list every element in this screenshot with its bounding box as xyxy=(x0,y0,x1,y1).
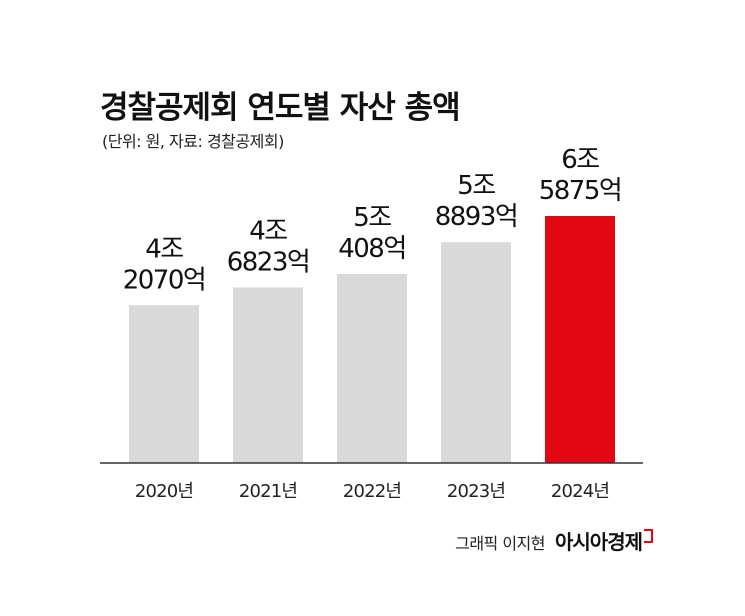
data-label-line1: 5조 xyxy=(457,171,495,201)
graphic-credit: 그래픽 이지현 xyxy=(455,534,545,553)
bar-2021년 xyxy=(233,287,303,463)
credit-line: 그래픽 이지현 아시아경제 xyxy=(455,526,653,555)
x-tick-label: 2023년 xyxy=(447,481,505,502)
brand-logo: 아시아경제 xyxy=(555,526,653,555)
chart-title: 경찰공제회 연도별 자산 총액 xyxy=(100,90,461,126)
x-tick-label: 2024년 xyxy=(551,481,609,502)
data-label-line2: 2070억 xyxy=(123,265,206,295)
x-tick-label: 2020년 xyxy=(135,481,193,502)
data-label-line1: 4조 xyxy=(249,216,287,246)
brand-name: 아시아경제 xyxy=(555,530,643,554)
data-label-line2: 6823억 xyxy=(227,247,310,277)
bar-2024년 xyxy=(545,216,615,463)
x-tick-label: 2021년 xyxy=(239,481,297,502)
bar-2020년 xyxy=(129,305,199,463)
bar-2022년 xyxy=(337,273,407,463)
chart-subtitle: (단위: 원, 자료: 경찰공제회) xyxy=(102,132,284,151)
data-label-line2: 8893억 xyxy=(435,202,518,232)
x-tick-label: 2022년 xyxy=(343,481,401,502)
data-label-line1: 4조 xyxy=(145,234,183,264)
bar-2023년 xyxy=(441,242,511,463)
data-label-line2: 5875억 xyxy=(539,176,622,206)
brand-mark-icon xyxy=(644,529,653,543)
data-label-line2: 408억 xyxy=(338,234,406,264)
data-label-line1: 6조 xyxy=(561,145,599,175)
data-label-line1: 5조 xyxy=(353,203,391,233)
